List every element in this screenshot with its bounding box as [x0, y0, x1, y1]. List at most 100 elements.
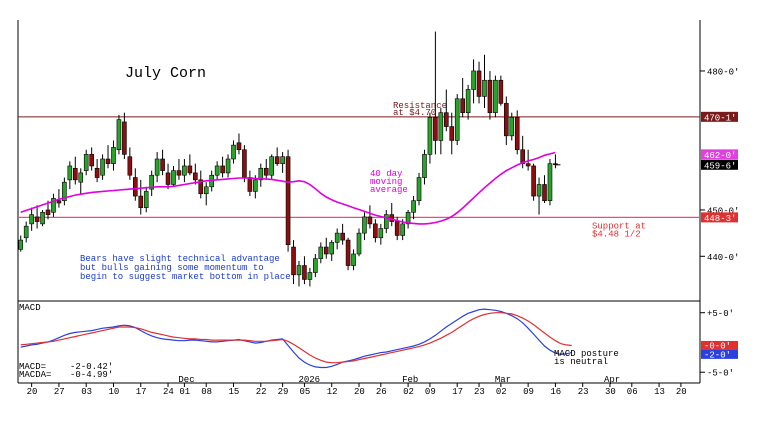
candle-body	[56, 200, 62, 204]
candle	[285, 149, 291, 252]
candle-body	[454, 98, 460, 141]
candle	[416, 172, 422, 206]
candle	[345, 237, 351, 271]
candle-body	[329, 242, 335, 255]
candle	[351, 249, 356, 271]
candle-body	[378, 228, 384, 239]
price-box	[701, 159, 738, 170]
price-box-label: 470-1'	[704, 113, 736, 123]
macd-tick-label: +5-0'	[707, 309, 734, 319]
candle	[514, 110, 520, 155]
candle-body	[214, 165, 220, 176]
date-tick-label: 16	[550, 387, 561, 397]
candle	[362, 212, 367, 241]
date-tick-label: 17	[452, 387, 463, 397]
date-tick-label: 20	[354, 387, 365, 397]
date-tick-label: 27	[54, 387, 65, 397]
candle-body	[40, 211, 45, 225]
candle	[143, 186, 149, 213]
candle-body	[280, 156, 285, 164]
support-label-line1: Support at	[592, 221, 646, 231]
macd-tick-label: -5-0'	[707, 369, 734, 379]
candle-body	[258, 167, 264, 181]
moving-average-line	[20, 151, 556, 225]
date-tick-label: 02	[496, 387, 507, 397]
candle-body	[405, 211, 411, 225]
candle	[154, 152, 160, 183]
date-tick-label: 29	[278, 387, 289, 397]
date-tick-label: 10	[108, 387, 119, 397]
candle	[405, 209, 411, 229]
price-box-label: 459-6'	[704, 161, 736, 171]
candle-body	[411, 200, 416, 213]
candle	[187, 154, 193, 176]
candle	[340, 223, 345, 245]
candle	[51, 193, 56, 217]
candle-body	[433, 117, 438, 141]
candle	[133, 168, 138, 201]
candle-body	[242, 149, 247, 178]
candle	[383, 209, 389, 234]
candle-body	[493, 79, 498, 113]
date-tick-label: 20	[27, 387, 38, 397]
date-tick-label: 09	[425, 387, 436, 397]
candle-body	[154, 158, 160, 176]
candle	[23, 221, 29, 243]
candle	[274, 147, 280, 166]
candle	[454, 94, 460, 146]
macd-readout-value: -0-4.99'	[70, 370, 113, 380]
candle-body	[23, 225, 29, 239]
price-box	[701, 212, 738, 223]
candle-body	[296, 265, 302, 276]
candle-body	[198, 179, 204, 195]
candle	[78, 168, 84, 194]
candle-body	[525, 163, 531, 167]
candle	[29, 207, 34, 231]
candle-body	[62, 181, 67, 202]
macd-readout-label: MACD=	[19, 362, 46, 372]
candle	[72, 156, 78, 185]
candle	[83, 149, 89, 176]
candle-body	[193, 172, 198, 181]
candle-body	[203, 186, 209, 195]
candle	[313, 253, 318, 278]
candle	[356, 228, 362, 257]
candle-body	[449, 126, 455, 141]
candle	[67, 161, 73, 190]
candle-body	[465, 89, 471, 113]
candle-body	[438, 112, 444, 141]
candle	[165, 163, 171, 190]
candle	[242, 145, 247, 183]
candle-body	[302, 265, 307, 280]
candle-body	[176, 170, 182, 176]
candle	[378, 223, 384, 245]
candle	[105, 145, 111, 169]
candle	[465, 84, 471, 120]
support-label-line2: $4.48 1/2	[592, 229, 641, 239]
macd-series-line	[20, 312, 572, 364]
candle	[203, 182, 209, 206]
candle-body	[416, 177, 422, 202]
candle-body	[116, 119, 122, 151]
month-label: Feb	[402, 375, 418, 385]
candle	[182, 159, 187, 183]
date-tick-label: 20	[676, 387, 687, 397]
moving-average-label: average	[370, 185, 408, 195]
macd-series-line	[20, 308, 572, 369]
date-tick-label: 15	[229, 387, 240, 397]
date-tick-label: 17	[136, 387, 147, 397]
candles	[18, 31, 558, 287]
date-tick-label: 05	[299, 387, 310, 397]
candle	[214, 161, 220, 180]
candle	[389, 203, 395, 227]
candle	[323, 237, 329, 259]
candle-body	[542, 184, 547, 202]
candle	[443, 89, 449, 132]
candle-body	[72, 167, 78, 181]
annotation-line: Bears have slight technical advantage	[80, 254, 280, 264]
macd-price-box	[701, 340, 738, 350]
candle-body	[78, 172, 84, 183]
candle-body	[105, 158, 111, 164]
month-label: Mar	[495, 375, 511, 385]
candle	[149, 170, 154, 197]
